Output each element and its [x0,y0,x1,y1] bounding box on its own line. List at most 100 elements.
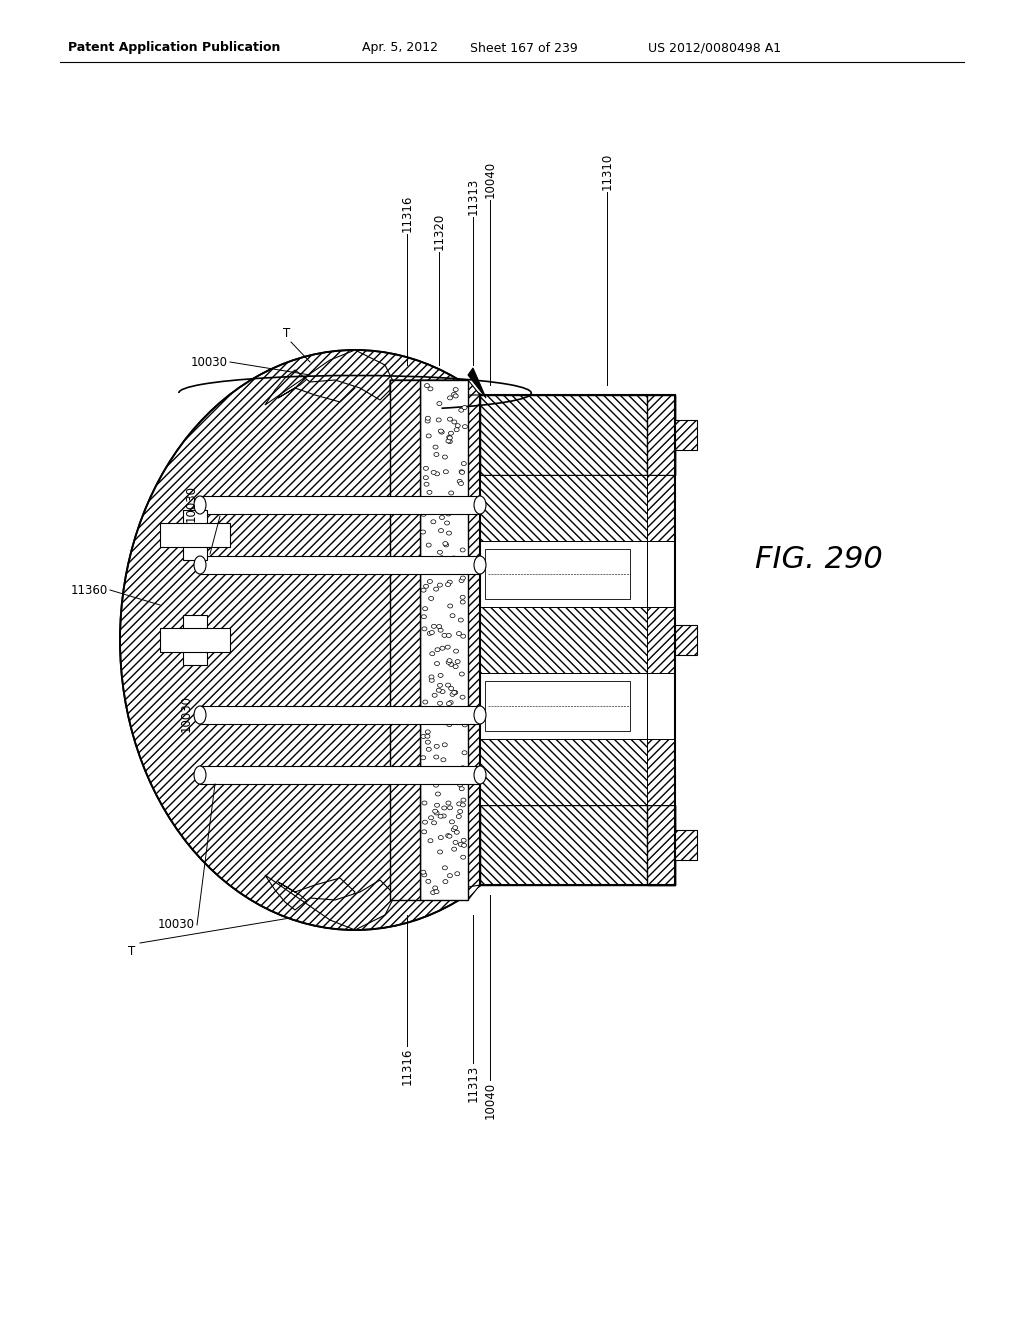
Ellipse shape [434,471,439,475]
Ellipse shape [460,672,464,676]
Ellipse shape [436,496,441,500]
Ellipse shape [194,706,206,723]
Ellipse shape [433,714,438,718]
Ellipse shape [449,560,454,564]
Ellipse shape [463,425,468,429]
Ellipse shape [421,756,426,760]
Ellipse shape [436,624,441,628]
Bar [480,395,675,884]
Ellipse shape [461,799,466,803]
Ellipse shape [424,466,428,470]
Ellipse shape [446,634,452,638]
Ellipse shape [459,470,464,474]
Ellipse shape [434,810,439,814]
Ellipse shape [474,556,486,574]
Ellipse shape [433,564,437,568]
Ellipse shape [421,589,426,593]
Ellipse shape [447,605,453,609]
Ellipse shape [459,767,464,772]
Ellipse shape [446,531,452,535]
Bar [160,628,230,652]
Ellipse shape [421,566,426,570]
Ellipse shape [425,734,430,738]
Ellipse shape [441,767,446,771]
Ellipse shape [445,512,451,516]
Text: T: T [284,327,291,341]
Ellipse shape [429,675,434,678]
Ellipse shape [439,516,444,520]
Ellipse shape [462,405,467,409]
Ellipse shape [422,801,427,805]
Ellipse shape [426,543,431,546]
Ellipse shape [425,418,430,422]
Ellipse shape [422,873,427,876]
Ellipse shape [459,482,464,486]
Bar [675,420,697,450]
Ellipse shape [429,678,434,682]
Ellipse shape [422,830,427,834]
Ellipse shape [431,821,436,825]
Bar [485,549,630,599]
Ellipse shape [425,384,429,388]
Ellipse shape [461,634,466,638]
Polygon shape [278,878,355,912]
Ellipse shape [427,579,432,583]
Ellipse shape [443,470,449,474]
Ellipse shape [425,741,430,744]
Ellipse shape [474,496,486,513]
Ellipse shape [454,649,459,653]
Text: 11310: 11310 [600,153,613,190]
Ellipse shape [457,631,462,635]
Ellipse shape [445,682,451,688]
Text: 11316: 11316 [400,1048,414,1085]
Ellipse shape [437,684,442,688]
Ellipse shape [430,652,435,656]
Text: 10030: 10030 [185,484,198,521]
Bar [200,766,480,784]
Ellipse shape [443,879,447,883]
Ellipse shape [461,576,465,579]
Ellipse shape [442,780,447,784]
Ellipse shape [423,820,428,824]
Ellipse shape [449,663,454,667]
Ellipse shape [442,743,447,747]
Ellipse shape [460,595,465,599]
Ellipse shape [434,661,439,665]
Ellipse shape [461,838,466,842]
Ellipse shape [442,634,447,638]
Bar [480,739,647,805]
Ellipse shape [457,814,462,818]
Ellipse shape [447,581,453,585]
Polygon shape [390,380,480,395]
Ellipse shape [425,730,430,734]
Ellipse shape [437,583,442,587]
Bar [160,523,230,546]
Ellipse shape [447,417,453,421]
Text: FIG. 290: FIG. 290 [755,545,883,574]
Ellipse shape [445,582,451,586]
Ellipse shape [433,587,438,591]
Ellipse shape [431,520,436,524]
Ellipse shape [194,556,206,574]
Ellipse shape [431,470,436,474]
Ellipse shape [424,585,429,589]
Ellipse shape [432,767,437,771]
Ellipse shape [431,624,436,628]
Ellipse shape [450,614,455,618]
Ellipse shape [446,660,452,664]
Ellipse shape [474,706,486,723]
Ellipse shape [452,420,457,424]
Ellipse shape [426,879,431,883]
Ellipse shape [441,814,446,818]
Ellipse shape [422,627,427,631]
Ellipse shape [450,820,455,824]
Ellipse shape [460,766,465,770]
Bar [183,510,207,560]
Ellipse shape [432,693,437,697]
Bar [647,475,675,541]
Ellipse shape [459,787,464,791]
Ellipse shape [445,715,451,719]
Ellipse shape [423,700,428,704]
Ellipse shape [444,521,450,525]
Ellipse shape [437,701,442,705]
